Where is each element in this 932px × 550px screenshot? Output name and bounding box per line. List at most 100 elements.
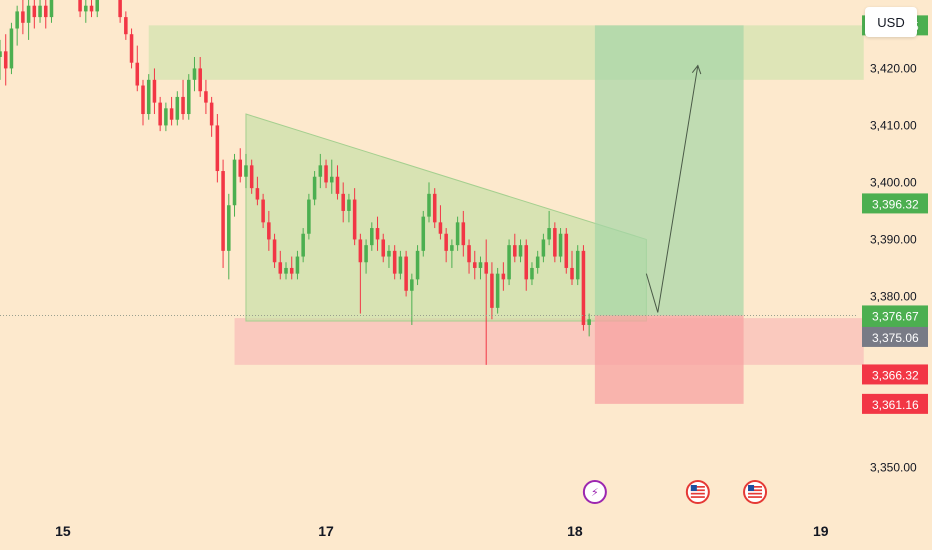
candle-body [307, 199, 311, 234]
candle [370, 222, 374, 251]
candle-body [329, 176, 334, 183]
candle [329, 159, 334, 194]
candle [238, 148, 243, 183]
event-badge [743, 480, 768, 504]
candle [490, 262, 494, 320]
flag-stripe [690, 492, 705, 495]
candle-body [507, 245, 511, 280]
candle-body [227, 205, 231, 251]
candle-body [146, 79, 151, 115]
candle [312, 171, 317, 206]
candle-body [444, 233, 448, 251]
time-axis[interactable]: 15 17 18 19 [55, 523, 829, 539]
candle [381, 233, 386, 263]
candle-body [381, 239, 386, 257]
price-tag-box [862, 393, 928, 414]
price-tick-label: 3,390.00 [870, 232, 917, 246]
candle [410, 273, 414, 325]
candle-body [553, 228, 557, 257]
candle-body [9, 28, 14, 69]
candle-body [501, 273, 506, 280]
candle [570, 250, 574, 286]
candle-body [244, 165, 248, 177]
price-tag-label: 3,375.06 [872, 331, 919, 345]
candle [347, 193, 351, 223]
candle-body [49, 0, 54, 18]
candle-body [564, 233, 569, 268]
candle [221, 159, 225, 268]
stop-zone[interactable] [594, 315, 744, 404]
candle [95, 0, 100, 18]
candle [78, 0, 82, 18]
candle [541, 233, 546, 263]
price-axis[interactable]: 3,350.00 3,380.00 3,390.00 3,400.00 3,410.00… [862, 15, 928, 474]
candle [32, 0, 37, 29]
arrow-head-icon [691, 64, 702, 75]
candle [284, 262, 288, 280]
support-zone[interactable] [234, 318, 864, 365]
flag-stripe [748, 496, 763, 498]
candle [438, 205, 443, 240]
projection-path[interactable] [645, 65, 699, 313]
candle-body [404, 256, 408, 291]
price-tag-label: 3,366.32 [872, 368, 919, 382]
candle-body [95, 0, 100, 12]
event-badge [582, 480, 607, 504]
candle-body [558, 233, 563, 257]
price-tag[interactable]: 3,396.32 [862, 193, 928, 214]
price-tag-label: 3,361.16 [872, 398, 919, 412]
target-zone[interactable] [594, 25, 744, 316]
price-tick-label: 3,380.00 [870, 289, 917, 303]
candle [535, 250, 540, 274]
candle-body [186, 79, 191, 115]
price-tag[interactable]: 3,375.06 [862, 326, 928, 347]
candle-body [238, 159, 243, 177]
candle-body [467, 245, 471, 263]
us-flag-icon[interactable] [685, 480, 710, 504]
candle-body [129, 34, 134, 63]
candle-body [141, 85, 145, 115]
lightning-icon[interactable]: ⚡ [582, 480, 607, 504]
candle [404, 250, 408, 297]
candle [484, 239, 488, 365]
price-tag[interactable]: 3,366.32 [862, 364, 928, 385]
candle-body [341, 193, 345, 211]
resistance-zone[interactable] [148, 25, 864, 80]
candle-body [392, 250, 397, 274]
candle [89, 0, 94, 18]
candle-body [490, 273, 494, 308]
candle [392, 245, 397, 280]
candle [558, 228, 563, 263]
flag-stripe [690, 486, 705, 488]
candle-body [158, 102, 162, 126]
candle-body [387, 250, 391, 257]
candle-body [370, 228, 374, 246]
candle-body [295, 256, 300, 274]
candle [129, 28, 134, 69]
candle-body [352, 199, 357, 240]
candle [135, 45, 140, 92]
candle [501, 262, 506, 291]
candle [249, 159, 254, 194]
candle-body [358, 239, 363, 263]
candle-body [135, 62, 140, 86]
descending-triangle[interactable] [245, 113, 647, 322]
candle [335, 165, 340, 200]
candle [553, 222, 557, 263]
price-tag[interactable]: 3,361.16 [862, 393, 928, 414]
us-flag-icon[interactable] [743, 480, 768, 504]
price-tag-label: 3,396.32 [872, 197, 919, 211]
candle-body [221, 171, 225, 251]
candle [261, 193, 265, 229]
candle [26, 0, 31, 40]
currency-button[interactable]: USD [865, 7, 917, 37]
candle-body [192, 68, 197, 80]
candle-body [575, 250, 580, 280]
candle [204, 79, 208, 115]
candle [427, 182, 431, 223]
candle [518, 239, 523, 263]
event-markers[interactable]: ⚡ [582, 480, 768, 504]
candle-body [318, 165, 323, 177]
